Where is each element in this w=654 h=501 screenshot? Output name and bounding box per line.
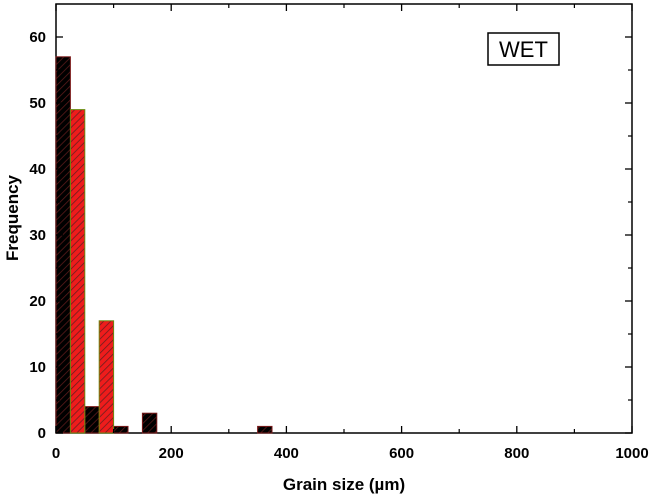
- y-tick-label: 10: [29, 359, 46, 376]
- histogram-bar: [98, 320, 115, 434]
- x-tick-label: 1000: [615, 445, 648, 462]
- histogram-bar: [55, 56, 71, 434]
- x-tick-label: 800: [504, 445, 529, 462]
- x-axis-title: Grain size (µm): [283, 475, 405, 494]
- histogram-bar: [69, 109, 86, 434]
- y-tick-label: 20: [29, 293, 46, 310]
- histogram-bar: [141, 412, 158, 434]
- x-tick-label: 600: [389, 445, 414, 462]
- y-tick-label: 30: [29, 227, 46, 244]
- wet-legend-box: WET: [487, 32, 560, 66]
- y-tick-label: 50: [29, 95, 46, 112]
- y-tick-label: 0: [38, 425, 46, 442]
- histogram-bar: [113, 425, 129, 434]
- histogram-bar: [257, 425, 273, 434]
- x-tick-label: 0: [52, 445, 60, 462]
- histogram-bar: [84, 406, 100, 434]
- wet-label: WET: [499, 37, 548, 62]
- y-tick-label: 40: [29, 161, 46, 178]
- ticks-group: 0 200 400 600 800 1000 0 10 20 30 40 50 60: [29, 4, 649, 462]
- y-axis-title: Frequency: [3, 174, 22, 261]
- plot-frame: [55, 3, 633, 434]
- y-tick-label: 60: [29, 29, 46, 46]
- x-tick-label: 200: [159, 445, 184, 462]
- bars-group: [55, 56, 273, 434]
- x-tick-label: 400: [274, 445, 299, 462]
